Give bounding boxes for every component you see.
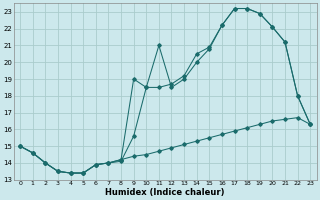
X-axis label: Humidex (Indice chaleur): Humidex (Indice chaleur) [106, 188, 225, 197]
